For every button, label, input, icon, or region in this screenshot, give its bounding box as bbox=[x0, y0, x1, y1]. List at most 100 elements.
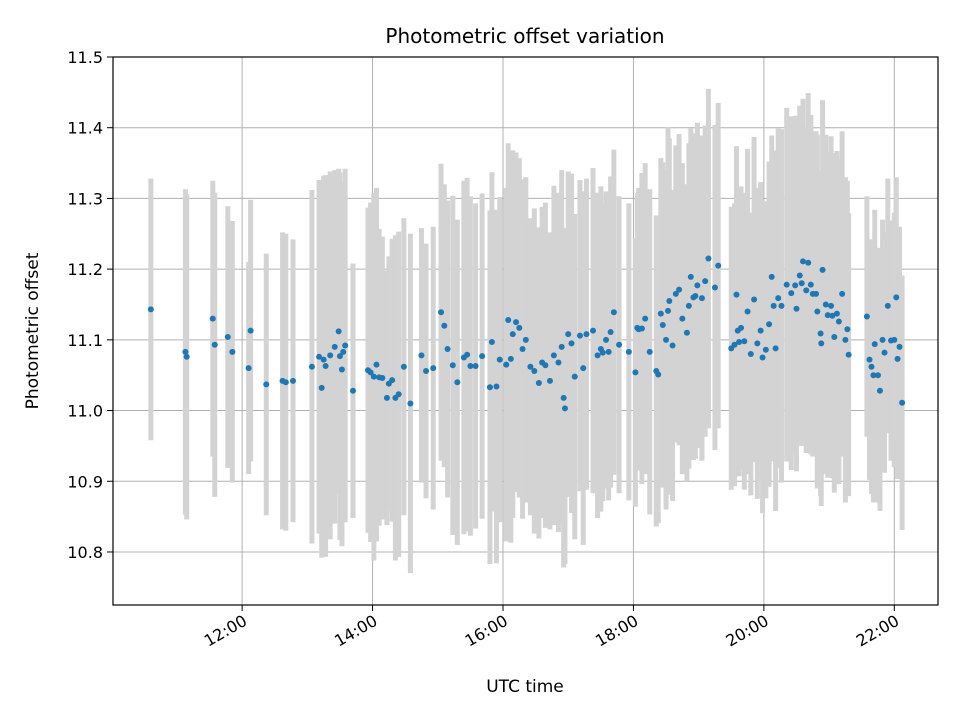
y-tick-label: 11.1 bbox=[67, 331, 103, 350]
data-point bbox=[676, 286, 683, 293]
data-point bbox=[803, 287, 810, 294]
y-tick-label: 10.9 bbox=[67, 472, 103, 491]
data-point bbox=[211, 341, 218, 348]
data-point bbox=[561, 405, 568, 412]
data-point bbox=[638, 325, 645, 332]
data-point bbox=[407, 400, 414, 407]
data-point bbox=[555, 359, 562, 366]
data-point bbox=[738, 324, 745, 331]
data-point bbox=[389, 377, 396, 384]
data-point bbox=[479, 353, 486, 360]
data-point bbox=[884, 302, 891, 309]
data-point bbox=[646, 348, 653, 355]
data-point bbox=[844, 326, 851, 333]
data-point bbox=[542, 362, 549, 369]
data-point bbox=[705, 255, 712, 262]
data-point bbox=[320, 356, 327, 363]
data-point bbox=[817, 330, 824, 337]
data-point bbox=[472, 363, 479, 370]
data-point bbox=[336, 353, 343, 360]
data-point bbox=[182, 348, 189, 355]
data-point bbox=[550, 352, 557, 359]
data-point bbox=[698, 295, 705, 302]
data-point bbox=[868, 363, 875, 370]
data-point bbox=[733, 291, 740, 298]
chart-title: Photometric offset variation bbox=[385, 24, 664, 48]
data-point bbox=[496, 356, 503, 363]
plot-frame bbox=[112, 56, 939, 606]
data-point bbox=[571, 373, 578, 380]
data-point bbox=[768, 273, 775, 280]
data-point bbox=[783, 281, 790, 288]
data-point bbox=[535, 379, 542, 386]
data-point bbox=[762, 346, 769, 353]
data-point bbox=[792, 282, 799, 289]
data-point bbox=[507, 355, 514, 362]
data-point bbox=[685, 302, 692, 309]
data-point bbox=[607, 329, 614, 336]
data-points bbox=[147, 255, 906, 412]
data-point bbox=[896, 343, 903, 350]
data-point bbox=[894, 355, 901, 362]
data-point bbox=[757, 327, 764, 334]
data-point bbox=[665, 307, 671, 314]
data-point bbox=[833, 310, 840, 317]
data-point bbox=[871, 341, 878, 348]
data-point bbox=[835, 318, 842, 325]
data-point bbox=[513, 319, 520, 326]
data-point bbox=[829, 312, 836, 319]
data-point bbox=[798, 280, 805, 287]
data-point bbox=[813, 290, 820, 297]
data-point bbox=[770, 302, 777, 309]
data-point bbox=[819, 266, 826, 273]
y-tick-label: 11.3 bbox=[67, 189, 103, 208]
data-point bbox=[663, 336, 670, 343]
data-point bbox=[863, 313, 870, 320]
data-point bbox=[875, 372, 881, 379]
data-point bbox=[449, 362, 456, 369]
data-point bbox=[778, 302, 785, 309]
data-point bbox=[383, 394, 390, 401]
data-point bbox=[876, 387, 883, 394]
data-point bbox=[400, 363, 407, 370]
data-point bbox=[736, 338, 743, 345]
data-point bbox=[340, 348, 347, 355]
data-point bbox=[655, 371, 662, 378]
data-point bbox=[441, 322, 448, 329]
data-point bbox=[308, 363, 315, 370]
data-point bbox=[603, 336, 610, 343]
data-point bbox=[531, 367, 538, 374]
data-point bbox=[694, 282, 701, 289]
data-point bbox=[751, 296, 758, 303]
data-point bbox=[842, 336, 849, 343]
y-tick-label: 11.2 bbox=[67, 260, 103, 279]
data-point bbox=[527, 363, 534, 370]
data-point bbox=[331, 343, 338, 350]
y-tick-label: 10.8 bbox=[67, 543, 103, 562]
y-axis-ticks: 10.8 10.9 11.0 11.1 11.2 11.3 11.4 11.5 bbox=[67, 48, 113, 562]
data-point bbox=[486, 384, 493, 391]
data-point bbox=[754, 340, 761, 347]
data-point bbox=[775, 295, 782, 302]
data-point bbox=[583, 331, 590, 338]
data-point bbox=[367, 369, 374, 376]
y-tick-label: 11.5 bbox=[67, 48, 103, 67]
data-point bbox=[711, 284, 718, 291]
data-point bbox=[183, 353, 190, 360]
data-point bbox=[316, 353, 323, 360]
data-point bbox=[793, 305, 800, 312]
data-point bbox=[505, 317, 512, 324]
data-point bbox=[245, 365, 252, 372]
data-point bbox=[747, 350, 754, 357]
data-point bbox=[342, 342, 349, 349]
data-point bbox=[824, 312, 831, 319]
data-point bbox=[546, 377, 553, 384]
data-point bbox=[558, 343, 565, 350]
data-point bbox=[430, 365, 437, 372]
data-point bbox=[263, 381, 270, 388]
data-point bbox=[605, 348, 612, 355]
data-point bbox=[839, 290, 846, 297]
data-point bbox=[828, 302, 835, 309]
data-point bbox=[632, 369, 639, 376]
